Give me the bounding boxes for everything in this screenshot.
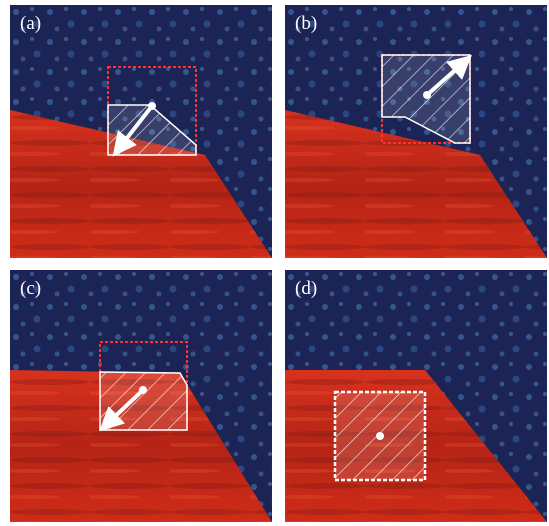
panel-label: (d) [295, 278, 317, 299]
panel-d: (d) [285, 270, 547, 522]
figure: (a) (b) (c) (d) [0, 0, 549, 526]
panel-label: (c) [20, 278, 41, 299]
panel-c: (c) [10, 270, 272, 522]
panel-label: (a) [20, 13, 41, 34]
center-dot [376, 432, 384, 440]
panel-a: (a) [10, 5, 272, 258]
center-dot [139, 386, 147, 394]
panel-b: (b) [285, 5, 547, 258]
panel-label: (b) [295, 13, 317, 34]
hatched-region [100, 372, 187, 430]
center-dot [148, 102, 156, 110]
page: {"panels": [{"label": "(a)"}, {"label": … [0, 0, 549, 526]
center-dot [423, 91, 431, 99]
